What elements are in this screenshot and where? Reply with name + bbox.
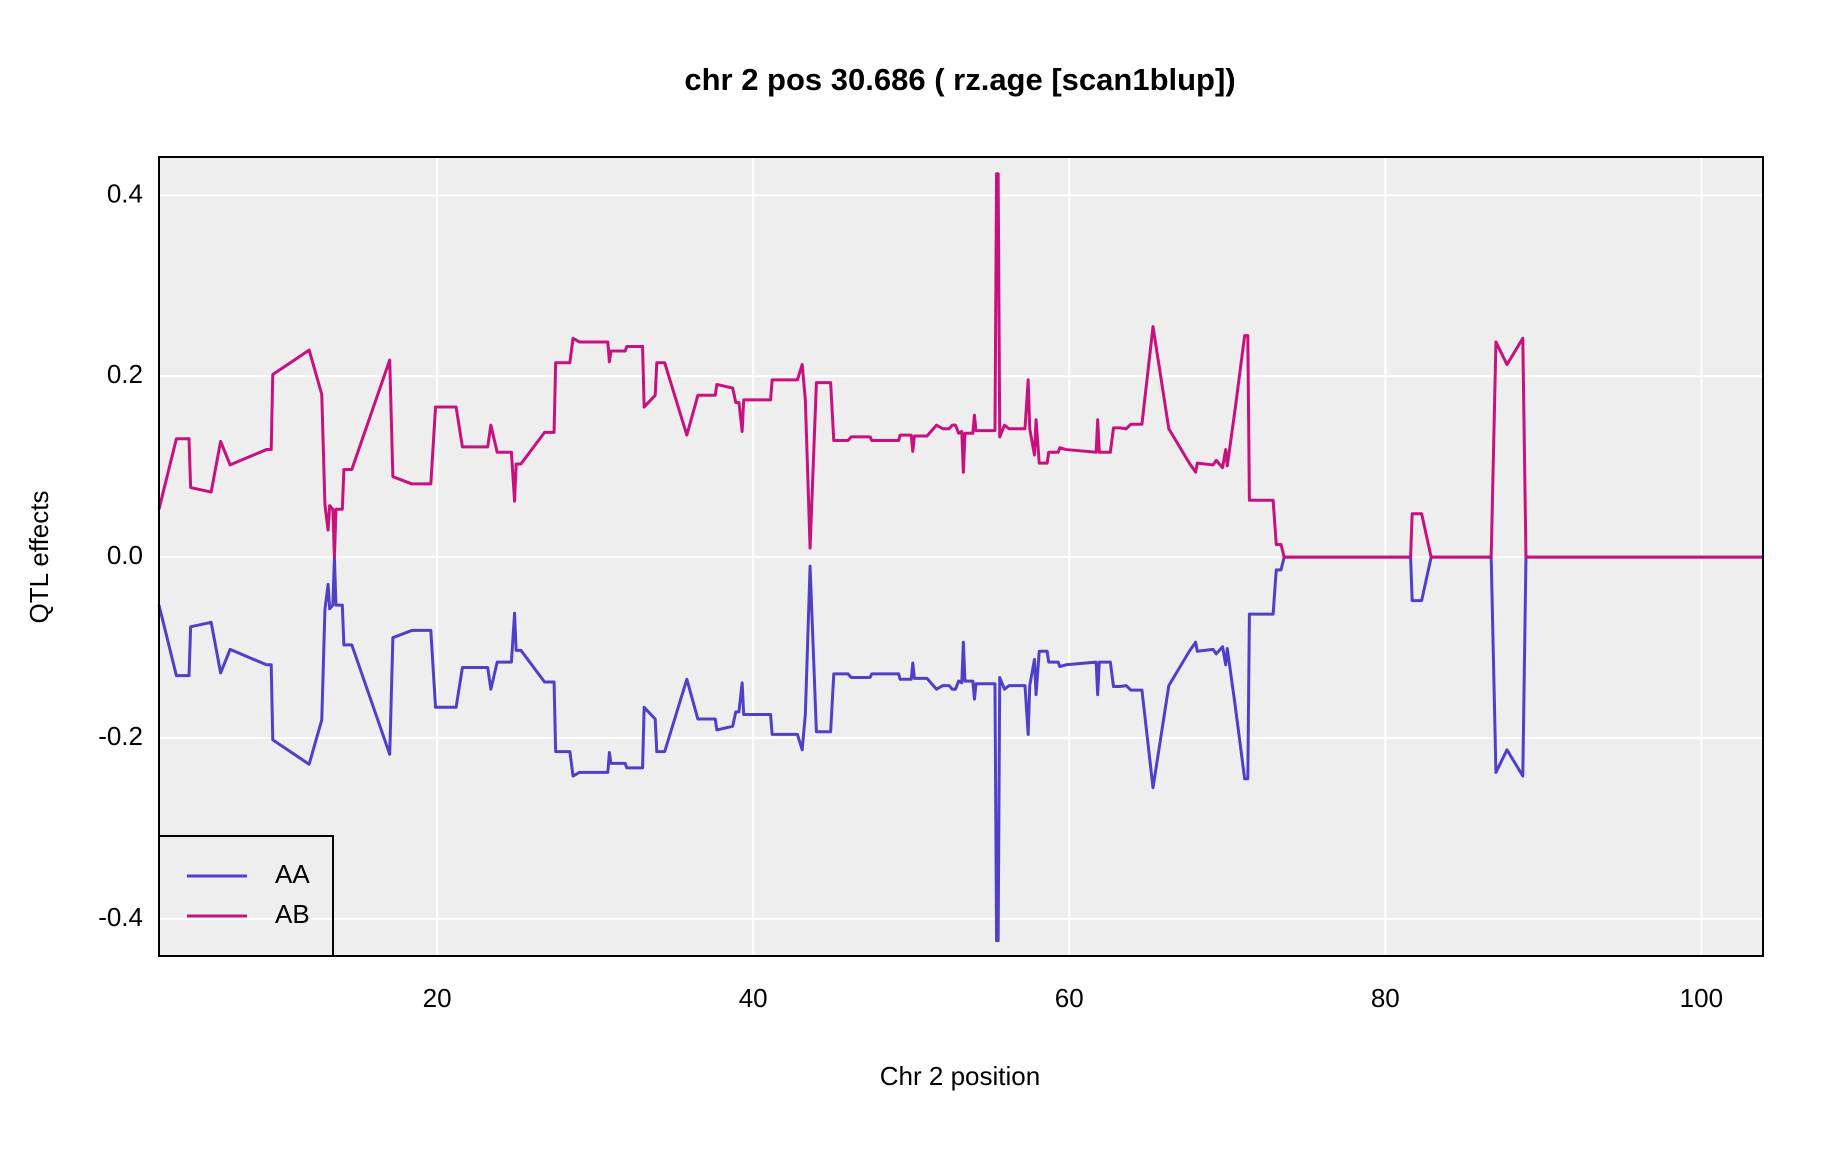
series-line: [157, 555, 1763, 943]
legend-label: AB: [275, 899, 310, 929]
y-axis-label: QTL effects: [24, 491, 54, 624]
x-tick-label: 40: [739, 983, 768, 1013]
x-tick-label: 20: [423, 983, 452, 1013]
series-line: [157, 172, 1763, 559]
y-tick-label: 0.4: [107, 178, 143, 208]
chart-title: chr 2 pos 30.686 ( rz.age [scan1blup]): [684, 62, 1235, 97]
y-tick-label: -0.2: [98, 721, 143, 751]
plot-border: [158, 156, 1764, 957]
y-tick-label: 0.2: [107, 359, 143, 389]
x-tick-label: 100: [1680, 983, 1723, 1013]
legend-box: [158, 835, 334, 957]
y-tick-label: -0.4: [98, 902, 143, 932]
x-axis-label: Chr 2 position: [880, 1061, 1040, 1091]
legend-label: AA: [275, 859, 310, 889]
y-tick-label: 0.0: [107, 540, 143, 570]
x-tick-label: 80: [1371, 983, 1400, 1013]
x-tick-label: 60: [1055, 983, 1084, 1013]
